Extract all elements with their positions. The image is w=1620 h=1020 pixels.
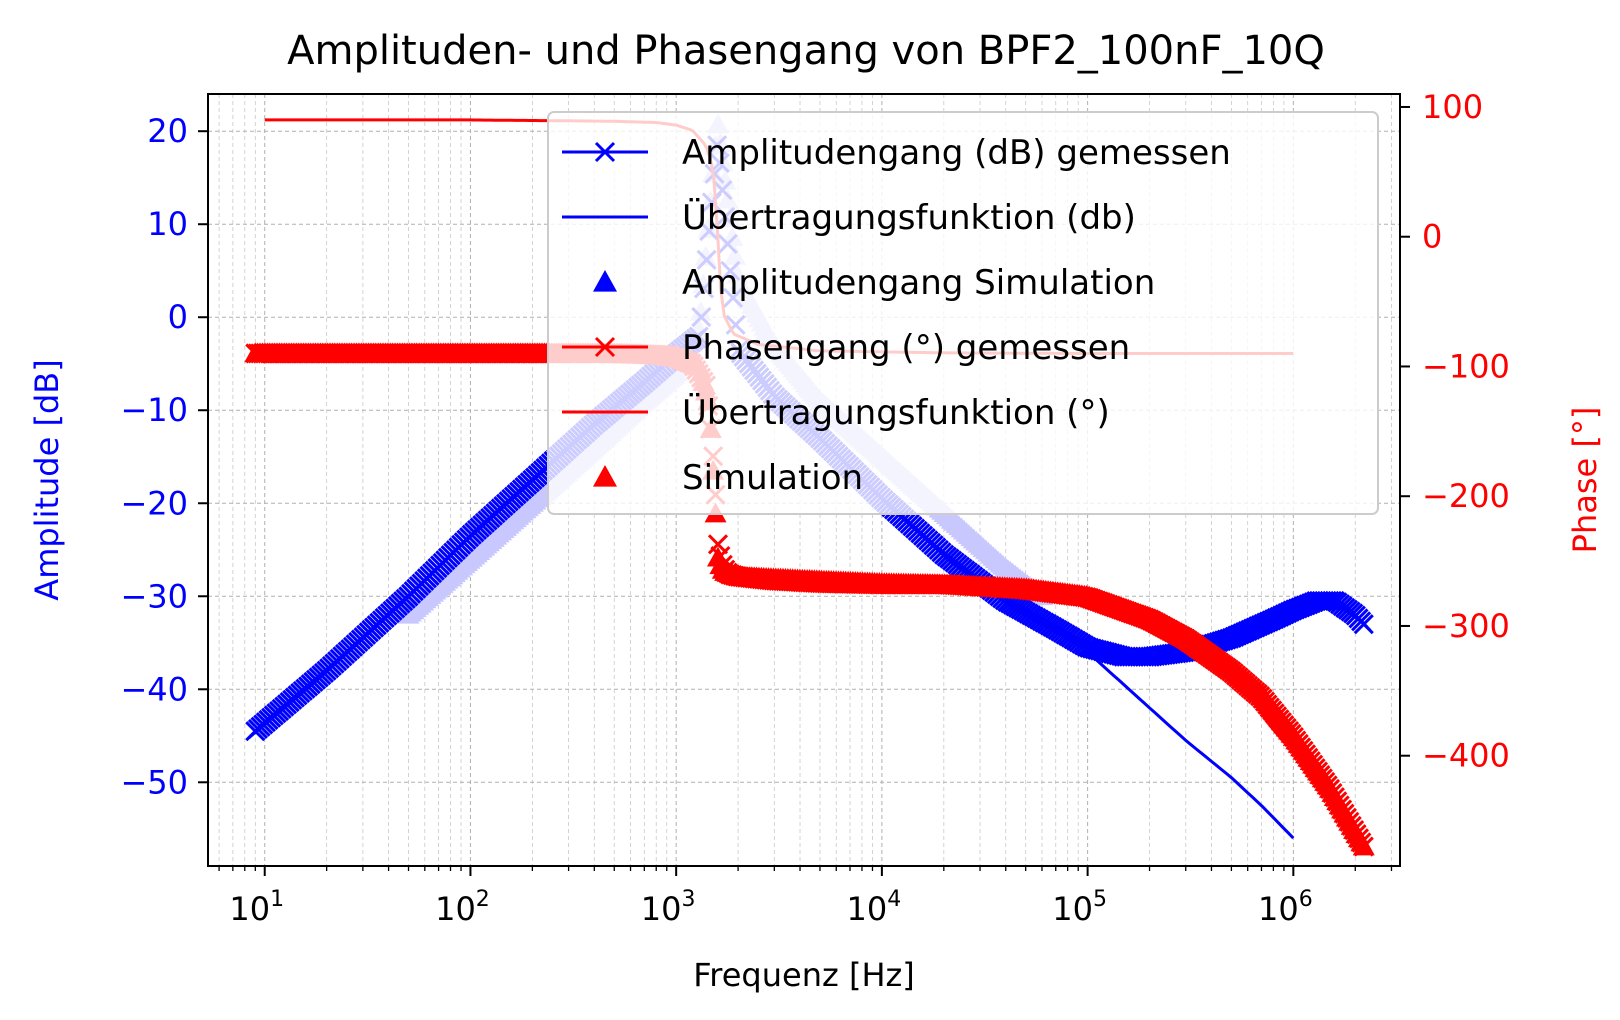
legend-label: Phasengang (°) gemessen [682, 328, 1130, 368]
legend-label: Simulation [682, 458, 863, 498]
legend-label: Amplitudengang Simulation [682, 263, 1155, 303]
x-tick-label: 106 [1258, 887, 1313, 928]
x-tick-label: 103 [641, 887, 696, 928]
series-transfer-db-line [1086, 650, 1295, 840]
y-tick-label-left: 20 [147, 112, 188, 150]
y-tick-label-right: 0 [1422, 218, 1442, 256]
legend-box [547, 111, 1379, 515]
legend-label: Amplitudengang (dB) gemessen [682, 133, 1231, 173]
y-tick-label-left: −40 [120, 670, 188, 708]
y-tick-label-left: 10 [147, 205, 188, 243]
legend: Amplitudengang (dB) gemessen Übertragungs… [547, 111, 1379, 515]
y-tick-label-left: −30 [120, 577, 188, 615]
legend-label: Übertragungsfunktion (°) [682, 392, 1110, 433]
y-tick-label-right: 100 [1422, 88, 1483, 126]
y-tick-label-right: −400 [1422, 737, 1510, 775]
y-axis-label-right: Phase [°] [1566, 407, 1604, 554]
legend-x-marker [594, 141, 616, 163]
x-tick-label: 101 [229, 887, 284, 928]
legend-triangle-marker [593, 270, 617, 292]
y-tick-label-right: −300 [1422, 607, 1510, 645]
x-axis-label: Frequenz [Hz] [693, 956, 915, 994]
legend-triangle-marker [593, 465, 617, 487]
phase-measured-point [707, 534, 729, 555]
y-tick-label-left: −20 [120, 484, 188, 522]
x-tick-label: 104 [847, 887, 902, 928]
chart-title: Amplituden- und Phasengang von BPF2_100n… [287, 28, 1325, 74]
phase-simulation-point [1352, 835, 1375, 856]
y-tick-label-left: −50 [120, 763, 188, 801]
legend-label: Übertragungsfunktion (db) [682, 197, 1136, 238]
amplitude-measured-point [1353, 614, 1374, 635]
plot-frame [207, 93, 1401, 867]
y-tick-label-left: 0 [168, 298, 188, 336]
y-tick-label-right: −100 [1422, 347, 1510, 385]
y-tick-label-right: −200 [1422, 477, 1510, 515]
axes: 101 102 103 104 105 10620100−10−20−30−40−5010… [120, 88, 1509, 928]
x-tick-label: 105 [1052, 887, 1107, 928]
x-tick-label: 102 [435, 887, 490, 928]
y-tick-label-left: −10 [120, 391, 188, 429]
y-axis-label-left: Amplitude [dB] [28, 359, 66, 600]
legend-x-marker [594, 336, 616, 358]
